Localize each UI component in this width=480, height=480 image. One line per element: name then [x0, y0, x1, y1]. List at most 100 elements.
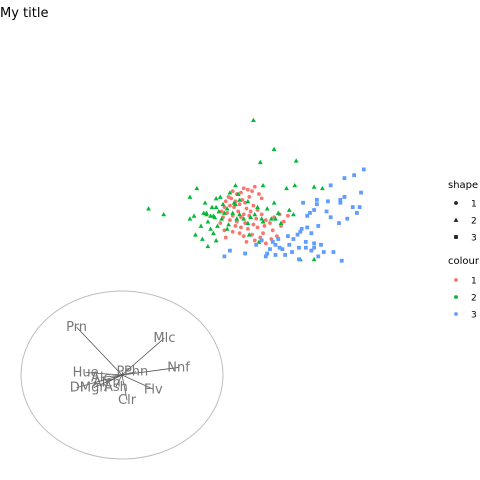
- data-point: [199, 236, 205, 241]
- data-point: [204, 211, 209, 217]
- data-point: [235, 191, 241, 196]
- data-point: [191, 213, 197, 218]
- data-point: [246, 232, 252, 237]
- data-point: [243, 200, 248, 205]
- data-point: [279, 224, 283, 228]
- data-point: [226, 195, 231, 199]
- data-point: [194, 185, 200, 191]
- legend-shape-title: shape: [448, 180, 478, 191]
- data-point: [248, 214, 254, 220]
- data-point: [251, 117, 256, 123]
- data-point: [233, 182, 238, 188]
- loading-arrow: [93, 374, 123, 388]
- data-point: [320, 185, 325, 191]
- data-point: [215, 223, 220, 228]
- legend-colour-title: colour: [448, 256, 480, 267]
- data-point: [271, 146, 277, 152]
- data-point: [239, 190, 243, 195]
- data-point: [230, 189, 235, 194]
- data-point: [345, 216, 350, 221]
- legend-shape-key: [454, 235, 458, 239]
- data-point: [208, 226, 214, 231]
- data-point: [269, 237, 274, 241]
- data-point: [301, 200, 305, 205]
- data-point: [299, 226, 304, 231]
- data-point: [338, 197, 343, 202]
- points-layer: [146, 117, 366, 263]
- loading-arrow: [76, 326, 123, 376]
- data-point: [280, 247, 285, 252]
- loading-label: Mgn: [80, 381, 108, 396]
- data-point: [251, 222, 256, 227]
- loading-label: Phn: [124, 365, 148, 380]
- data-point: [237, 211, 242, 217]
- data-point: [314, 197, 319, 202]
- data-point: [312, 245, 317, 250]
- data-point: [263, 218, 268, 223]
- data-point: [232, 205, 236, 210]
- data-point: [259, 238, 264, 243]
- data-point: [213, 196, 219, 201]
- data-point: [205, 243, 211, 249]
- data-point: [339, 258, 344, 263]
- data-point: [357, 205, 362, 209]
- data-point: [237, 202, 242, 207]
- data-point: [286, 207, 292, 212]
- legend-colour-key: [454, 295, 458, 299]
- legend-shape-key: [454, 201, 458, 205]
- data-point: [270, 228, 275, 233]
- data-point: [295, 232, 300, 237]
- data-point: [297, 245, 301, 250]
- data-point: [255, 204, 260, 210]
- data-point: [228, 248, 232, 253]
- data-point: [219, 216, 225, 221]
- data-point: [305, 225, 310, 230]
- data-point: [209, 204, 215, 210]
- data-point: [262, 224, 267, 228]
- data-point: [291, 211, 296, 217]
- data-point: [254, 216, 259, 221]
- legend-shape: shape 1 2 3: [448, 180, 478, 244]
- data-point: [297, 257, 301, 262]
- data-point: [298, 229, 303, 234]
- data-point: [251, 203, 256, 208]
- data-point: [210, 213, 216, 218]
- data-point: [352, 173, 357, 178]
- data-point: [264, 206, 270, 211]
- data-point: [205, 219, 211, 224]
- data-point: [271, 200, 277, 205]
- data-point: [224, 206, 230, 211]
- loading-label: Pr: [117, 365, 131, 380]
- data-point: [278, 220, 284, 225]
- legend-label: 2: [471, 217, 477, 227]
- data-point: [187, 194, 193, 199]
- data-point: [277, 245, 282, 250]
- data-point: [268, 247, 272, 252]
- data-point: [328, 215, 333, 220]
- loading-arrow: [121, 371, 137, 376]
- data-point: [361, 167, 366, 172]
- data-point: [241, 212, 246, 217]
- data-point: [291, 237, 296, 241]
- data-point: [220, 201, 226, 207]
- data-point: [210, 230, 216, 236]
- data-point: [319, 242, 323, 247]
- data-point: [218, 221, 223, 225]
- data-point: [237, 231, 242, 236]
- data-point: [312, 241, 317, 246]
- data-point: [244, 240, 249, 244]
- data-point: [223, 235, 228, 240]
- data-point: [256, 239, 262, 244]
- loading-arrow: [121, 374, 128, 401]
- data-point: [244, 206, 249, 211]
- data-point: [255, 208, 260, 212]
- data-point: [252, 238, 257, 243]
- data-point: [224, 226, 230, 231]
- data-point: [241, 216, 247, 221]
- legend-shape-key: [453, 217, 459, 222]
- data-point: [290, 250, 294, 254]
- loading-label: Mlc: [153, 331, 175, 346]
- data-point: [247, 195, 252, 199]
- data-point: [268, 216, 274, 221]
